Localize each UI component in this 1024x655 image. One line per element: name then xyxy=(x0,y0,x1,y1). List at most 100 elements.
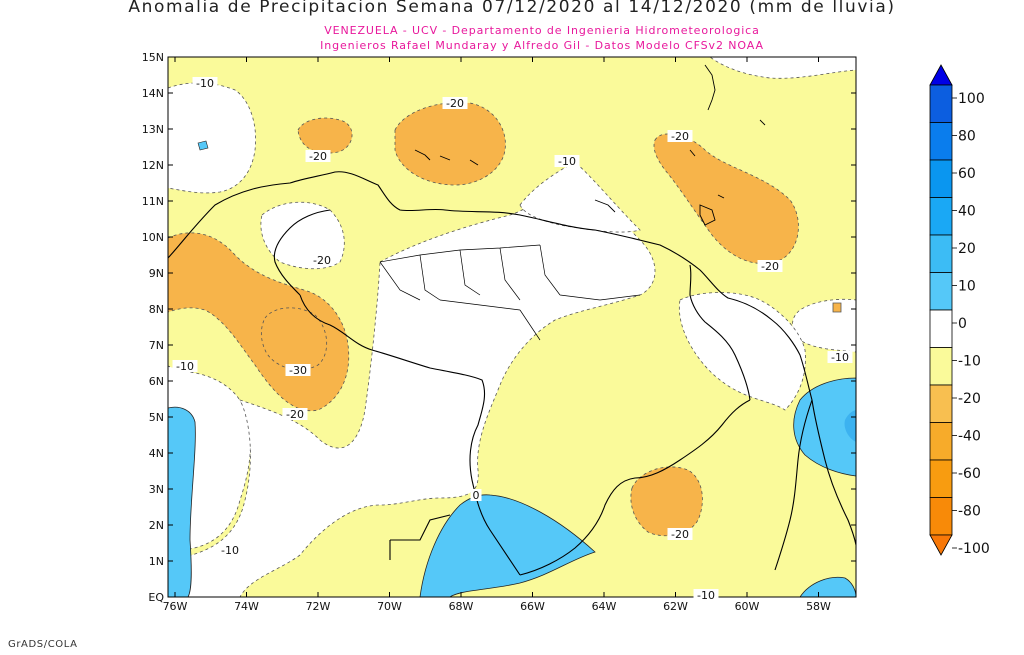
anomaly-region-nw-white xyxy=(168,82,256,194)
contour-label: -30 xyxy=(289,364,307,377)
contour-label: -20 xyxy=(446,97,464,110)
colorbar-label: 0 xyxy=(958,316,967,332)
anomaly-region-trinidad-orange xyxy=(653,133,799,264)
contour-label: -20 xyxy=(313,254,331,267)
anomaly-region-south-blue xyxy=(419,494,596,597)
colorbar-label: -100 xyxy=(958,541,990,557)
anomaly-region-east-blue-dark xyxy=(844,410,856,442)
lon-tick-label: 64W xyxy=(592,600,617,613)
colorbar-swatch xyxy=(929,347,953,386)
latitude-axis: 15N 14N 13N 12N 11N 10N 9N 8N 7N 6N 5N 4N 3N 2N 1N EQ xyxy=(142,51,856,604)
border-guyana-suriname xyxy=(774,399,813,571)
island-grenada xyxy=(689,149,696,157)
colorbar-swatch xyxy=(929,384,953,423)
colorbar-label: 60 xyxy=(958,166,976,182)
lon-tick-label: 60W xyxy=(735,600,760,613)
colorbar-swatch xyxy=(929,234,953,273)
contour-label-bg xyxy=(470,489,482,501)
contour-label: 0 xyxy=(473,489,480,502)
colorbar-swatch xyxy=(929,497,953,536)
anomaly-region-small-orange xyxy=(832,302,842,313)
colorbar-label: 40 xyxy=(958,204,976,220)
lon-tick-label: 58W xyxy=(806,600,831,613)
contour-label-bg xyxy=(827,351,853,363)
island-barbados xyxy=(759,119,766,126)
border-states xyxy=(379,244,641,341)
contour-label-bg xyxy=(285,364,311,376)
contour-label-bg xyxy=(282,408,308,420)
colorbar-swatch xyxy=(929,422,953,461)
island-bonaire xyxy=(469,159,479,166)
lat-tick-label: 4N xyxy=(149,447,164,460)
lat-tick-label: 2N xyxy=(149,519,164,532)
contour-label: -10 xyxy=(558,155,576,168)
colorbar-swatch xyxy=(929,309,953,348)
lat-tick-label: 14N xyxy=(142,87,164,100)
coastline-caribbean xyxy=(168,171,856,546)
longitude-axis: 76W 74W 72W 70W 68W 66W 64W 62W 60W 58W xyxy=(163,57,831,613)
lat-tick-label: 1N xyxy=(149,555,164,568)
colorbar-top-arrow xyxy=(929,64,953,86)
island-tobago xyxy=(717,194,725,199)
colorbar-label: 80 xyxy=(958,129,976,145)
contour-label: -20 xyxy=(286,408,304,421)
colorbar-swatch xyxy=(929,159,953,198)
contour-label: -20 xyxy=(671,130,689,143)
contour-label: -20 xyxy=(761,260,779,273)
border-venezuela-brazil xyxy=(519,399,751,576)
contour-label: -10 xyxy=(176,360,194,373)
colorbar-swatch xyxy=(929,459,953,498)
contour-label-bg xyxy=(693,589,719,601)
colorbar-label: -40 xyxy=(958,429,981,445)
lat-tick-label: 11N xyxy=(142,195,164,208)
border-venezuela-guyana xyxy=(689,264,751,401)
lon-tick-label: 66W xyxy=(520,600,545,613)
contour-label-bg xyxy=(172,360,198,372)
lat-tick-label: 8N xyxy=(149,303,164,316)
contour-label: -10 xyxy=(831,351,849,364)
island-lesser-antilles xyxy=(704,64,716,111)
colorbar-label: -60 xyxy=(958,466,981,482)
lat-tick-label: 9N xyxy=(149,267,164,280)
contour-label-bg xyxy=(667,528,693,540)
lat-tick-label: 5N xyxy=(149,411,164,424)
lat-tick-label: EQ xyxy=(148,591,164,604)
border-colombia-internal xyxy=(273,209,331,296)
lon-tick-label: 72W xyxy=(306,600,331,613)
border-brazil-colombia xyxy=(389,514,451,560)
anomaly-region-dot-blue xyxy=(197,140,209,151)
contour-labels: -10 -20 -20 -20 -10 -20 -20 -10 -30 -20 -10 -10 0 -20… xyxy=(172,77,853,602)
contour-label-bg xyxy=(192,77,218,89)
contour-label-bg xyxy=(757,260,783,272)
anomaly-region-amazonas-orange xyxy=(630,466,703,537)
contour-label: -10 xyxy=(697,589,715,602)
contour-label-bg xyxy=(554,155,580,167)
contour-label: -10 xyxy=(221,544,239,557)
island-aruba xyxy=(439,155,451,161)
anomaly-region-caribbean-orange xyxy=(394,102,506,186)
colorbar-swatch xyxy=(929,272,953,311)
colorbar-label: -20 xyxy=(958,391,981,407)
border-colombia-venezuela xyxy=(299,294,521,576)
lon-tick-label: 76W xyxy=(163,600,188,613)
map-title: Anomalia de Precipitacion Semana 07/12/2… xyxy=(128,0,896,17)
colorbar-bottom-arrow xyxy=(929,534,953,556)
anomaly-fields xyxy=(168,57,856,597)
lon-tick-label: 70W xyxy=(377,600,402,613)
colorbar-label: 20 xyxy=(958,241,976,257)
lat-tick-label: 3N xyxy=(149,483,164,496)
lat-tick-label: 6N xyxy=(149,375,164,388)
anomaly-region-east-blue xyxy=(793,377,856,477)
lon-tick-label: 74W xyxy=(234,600,259,613)
islands xyxy=(414,64,766,226)
grads-credit: GrADS/COLA xyxy=(8,639,78,650)
lat-tick-label: 12N xyxy=(142,159,164,172)
anomaly-region-ne-white xyxy=(709,57,856,79)
plot-frame xyxy=(167,56,857,598)
borders xyxy=(168,171,856,576)
colorbar-label: -10 xyxy=(958,354,981,370)
lat-tick-label: 7N xyxy=(149,339,164,352)
contour-label: -20 xyxy=(309,150,327,163)
